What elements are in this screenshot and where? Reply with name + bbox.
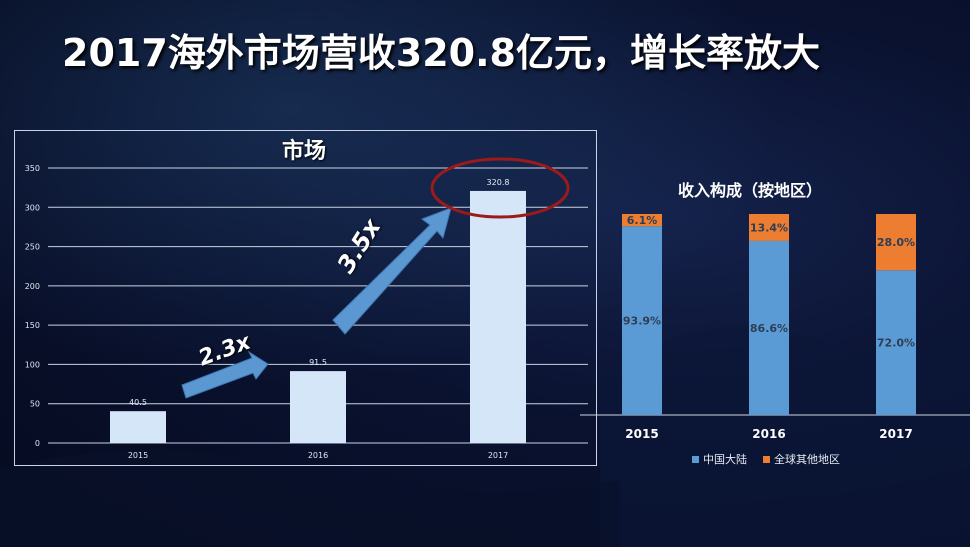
growth-arrow-large	[332, 207, 452, 335]
stack-mainland-2017	[876, 270, 916, 415]
stack-label-mainland: 86.6%	[750, 322, 788, 335]
legend-swatch-other	[763, 455, 770, 463]
stack-label-mainland: 93.9%	[623, 315, 661, 328]
growth-arrow-small	[181, 350, 269, 399]
y-tick-label: 250	[25, 243, 40, 252]
x-tick-label: 2017	[488, 451, 508, 460]
y-tick-label: 200	[25, 282, 40, 291]
legend-item-mainland: 中国大陆	[692, 451, 747, 467]
bar-2015	[110, 411, 166, 443]
stack-label-other: 6.1%	[627, 214, 658, 227]
legend-label-mainland: 中国大陆	[703, 453, 747, 466]
stack-label-mainland: 72.0%	[877, 337, 915, 350]
y-tick-label: 100	[25, 360, 40, 369]
x-tick-label: 2017	[879, 427, 912, 441]
stack-other-2017	[876, 214, 916, 271]
bar-value-label: 40.5	[129, 398, 147, 407]
x-tick-label: 2015	[128, 451, 148, 460]
highlight-circle	[430, 157, 570, 219]
stack-label-other: 13.4%	[750, 221, 788, 234]
stack-other-2016	[749, 214, 789, 241]
stack-other-2015	[622, 214, 662, 227]
bar-value-label: 91.5	[309, 358, 327, 367]
bar-value-label: 320.8	[487, 178, 510, 187]
legend-label-other: 全球其他地区	[774, 453, 840, 466]
y-tick-label: 150	[25, 321, 40, 330]
legend-item-other: 全球其他地区	[763, 451, 840, 467]
bar-2016	[290, 371, 346, 443]
slide-title: 2017海外市场营收320.8亿元，增长率放大	[62, 31, 820, 75]
x-tick-label: 2016	[308, 451, 328, 460]
y-tick-label: 300	[25, 203, 40, 212]
composition-chart-title: 收入构成（按地区）	[678, 181, 823, 200]
stack-label-other: 28.0%	[877, 236, 915, 249]
x-tick-label: 2015	[625, 427, 658, 441]
legend-swatch-mainland	[692, 455, 699, 463]
y-tick-label: 0	[35, 439, 40, 448]
y-tick-label: 50	[30, 400, 40, 409]
stack-mainland-2015	[622, 226, 662, 415]
market-chart-title: 市场	[282, 139, 327, 164]
y-tick-label: 350	[25, 164, 40, 173]
stack-mainland-2016	[749, 240, 789, 415]
bar-2017	[470, 190, 526, 443]
x-tick-label: 2016	[752, 427, 785, 441]
market-chart-panel	[14, 130, 597, 466]
composition-legend: 中国大陆 全球其他地区	[692, 451, 840, 467]
